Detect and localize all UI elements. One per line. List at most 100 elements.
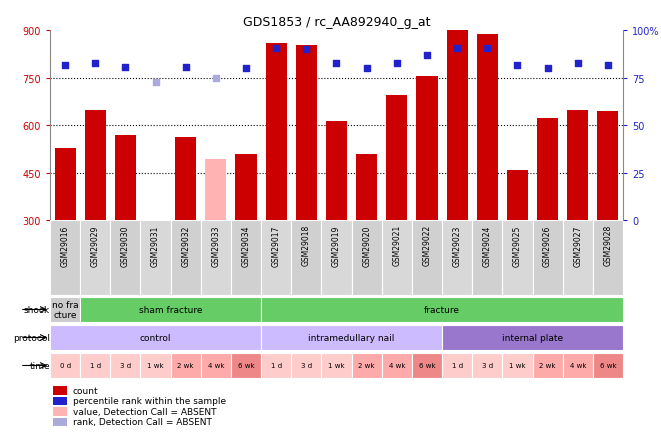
Bar (321, 353, 352, 378)
Bar (231, 353, 261, 378)
Bar (80, 297, 261, 322)
Point (90, 60, 100, 67)
Bar (85, 110, 106, 221)
Text: GSM29021: GSM29021 (393, 225, 401, 266)
Point (59, 62, 70, 69)
Bar (352, 353, 382, 378)
Bar (206, 159, 227, 221)
Bar (235, 155, 256, 221)
Bar (593, 221, 623, 296)
Text: GSM29024: GSM29024 (483, 225, 492, 266)
Bar (533, 353, 563, 378)
Bar (477, 35, 498, 221)
Bar (472, 221, 502, 296)
Text: GSM29018: GSM29018 (302, 225, 311, 266)
Point (452, 45, 463, 52)
Point (241, 66, 251, 73)
Bar (567, 110, 588, 221)
Text: GSM29025: GSM29025 (513, 225, 522, 266)
Bar (261, 221, 292, 296)
Bar (171, 353, 201, 378)
Bar (382, 353, 412, 378)
Text: 1 d: 1 d (451, 363, 463, 368)
Point (391, 60, 402, 67)
Text: percentile rank within the sample: percentile rank within the sample (73, 396, 226, 405)
Text: 3 d: 3 d (301, 363, 312, 368)
Text: 2 wk: 2 wk (358, 363, 375, 368)
Text: no fra
cture: no fra cture (52, 300, 79, 319)
Text: GSM29031: GSM29031 (151, 225, 160, 266)
Bar (593, 353, 623, 378)
Bar (53, 407, 67, 416)
Bar (412, 353, 442, 378)
Text: GSM29033: GSM29033 (212, 225, 220, 266)
Bar (502, 353, 533, 378)
Bar (598, 112, 619, 221)
Bar (442, 221, 472, 296)
Bar (416, 77, 438, 221)
Bar (537, 118, 558, 221)
Text: GSM29023: GSM29023 (453, 225, 461, 266)
Point (482, 45, 492, 52)
Bar (266, 44, 287, 221)
Point (180, 64, 191, 71)
Bar (442, 353, 472, 378)
Text: GSM29020: GSM29020 (362, 225, 371, 266)
Point (572, 60, 583, 67)
Bar (563, 221, 593, 296)
Text: GSM29030: GSM29030 (121, 225, 130, 266)
Point (512, 62, 523, 69)
Bar (80, 353, 110, 378)
Text: shock: shock (24, 305, 50, 314)
Text: 1 wk: 1 wk (509, 363, 525, 368)
Bar (533, 221, 563, 296)
Text: 4 wk: 4 wk (570, 363, 586, 368)
Text: 4 wk: 4 wk (389, 363, 405, 368)
Bar (412, 221, 442, 296)
Bar (53, 397, 67, 405)
Point (603, 62, 613, 69)
Bar (115, 136, 136, 221)
Bar (386, 96, 407, 221)
Point (120, 64, 131, 71)
Text: 6 wk: 6 wk (600, 363, 616, 368)
Bar (53, 386, 67, 395)
Bar (382, 221, 412, 296)
Text: 0 d: 0 d (59, 363, 71, 368)
Text: value, Detection Call = ABSENT: value, Detection Call = ABSENT (73, 407, 216, 416)
Bar (261, 325, 442, 350)
Text: 3 d: 3 d (482, 363, 493, 368)
Bar (261, 353, 292, 378)
Bar (201, 221, 231, 296)
Text: GSM29028: GSM29028 (603, 225, 613, 266)
Text: 1 wk: 1 wk (147, 363, 164, 368)
Bar (50, 325, 261, 350)
Text: rank, Detection Call = ABSENT: rank, Detection Call = ABSENT (73, 418, 212, 427)
Bar (472, 353, 502, 378)
Text: 1 d: 1 d (270, 363, 282, 368)
Text: protocol: protocol (13, 333, 50, 342)
Point (331, 60, 342, 67)
Bar (447, 25, 468, 221)
Bar (292, 221, 321, 296)
Bar (110, 221, 141, 296)
Bar (50, 221, 80, 296)
Text: time: time (29, 361, 50, 370)
Text: GSM29026: GSM29026 (543, 225, 552, 266)
Bar (50, 297, 80, 322)
Bar (507, 171, 528, 221)
Text: 2 wk: 2 wk (539, 363, 556, 368)
Bar (326, 122, 347, 221)
Bar (261, 297, 623, 322)
Text: GSM29019: GSM29019 (332, 225, 341, 266)
Text: internal plate: internal plate (502, 333, 563, 342)
Text: GSM29032: GSM29032 (181, 225, 190, 266)
Text: 2 wk: 2 wk (177, 363, 194, 368)
Point (150, 79, 161, 86)
Bar (54, 148, 75, 221)
Point (211, 76, 221, 82)
Text: intramedullary nail: intramedullary nail (309, 333, 395, 342)
Bar (141, 221, 171, 296)
Bar (145, 221, 166, 224)
Bar (356, 155, 377, 221)
